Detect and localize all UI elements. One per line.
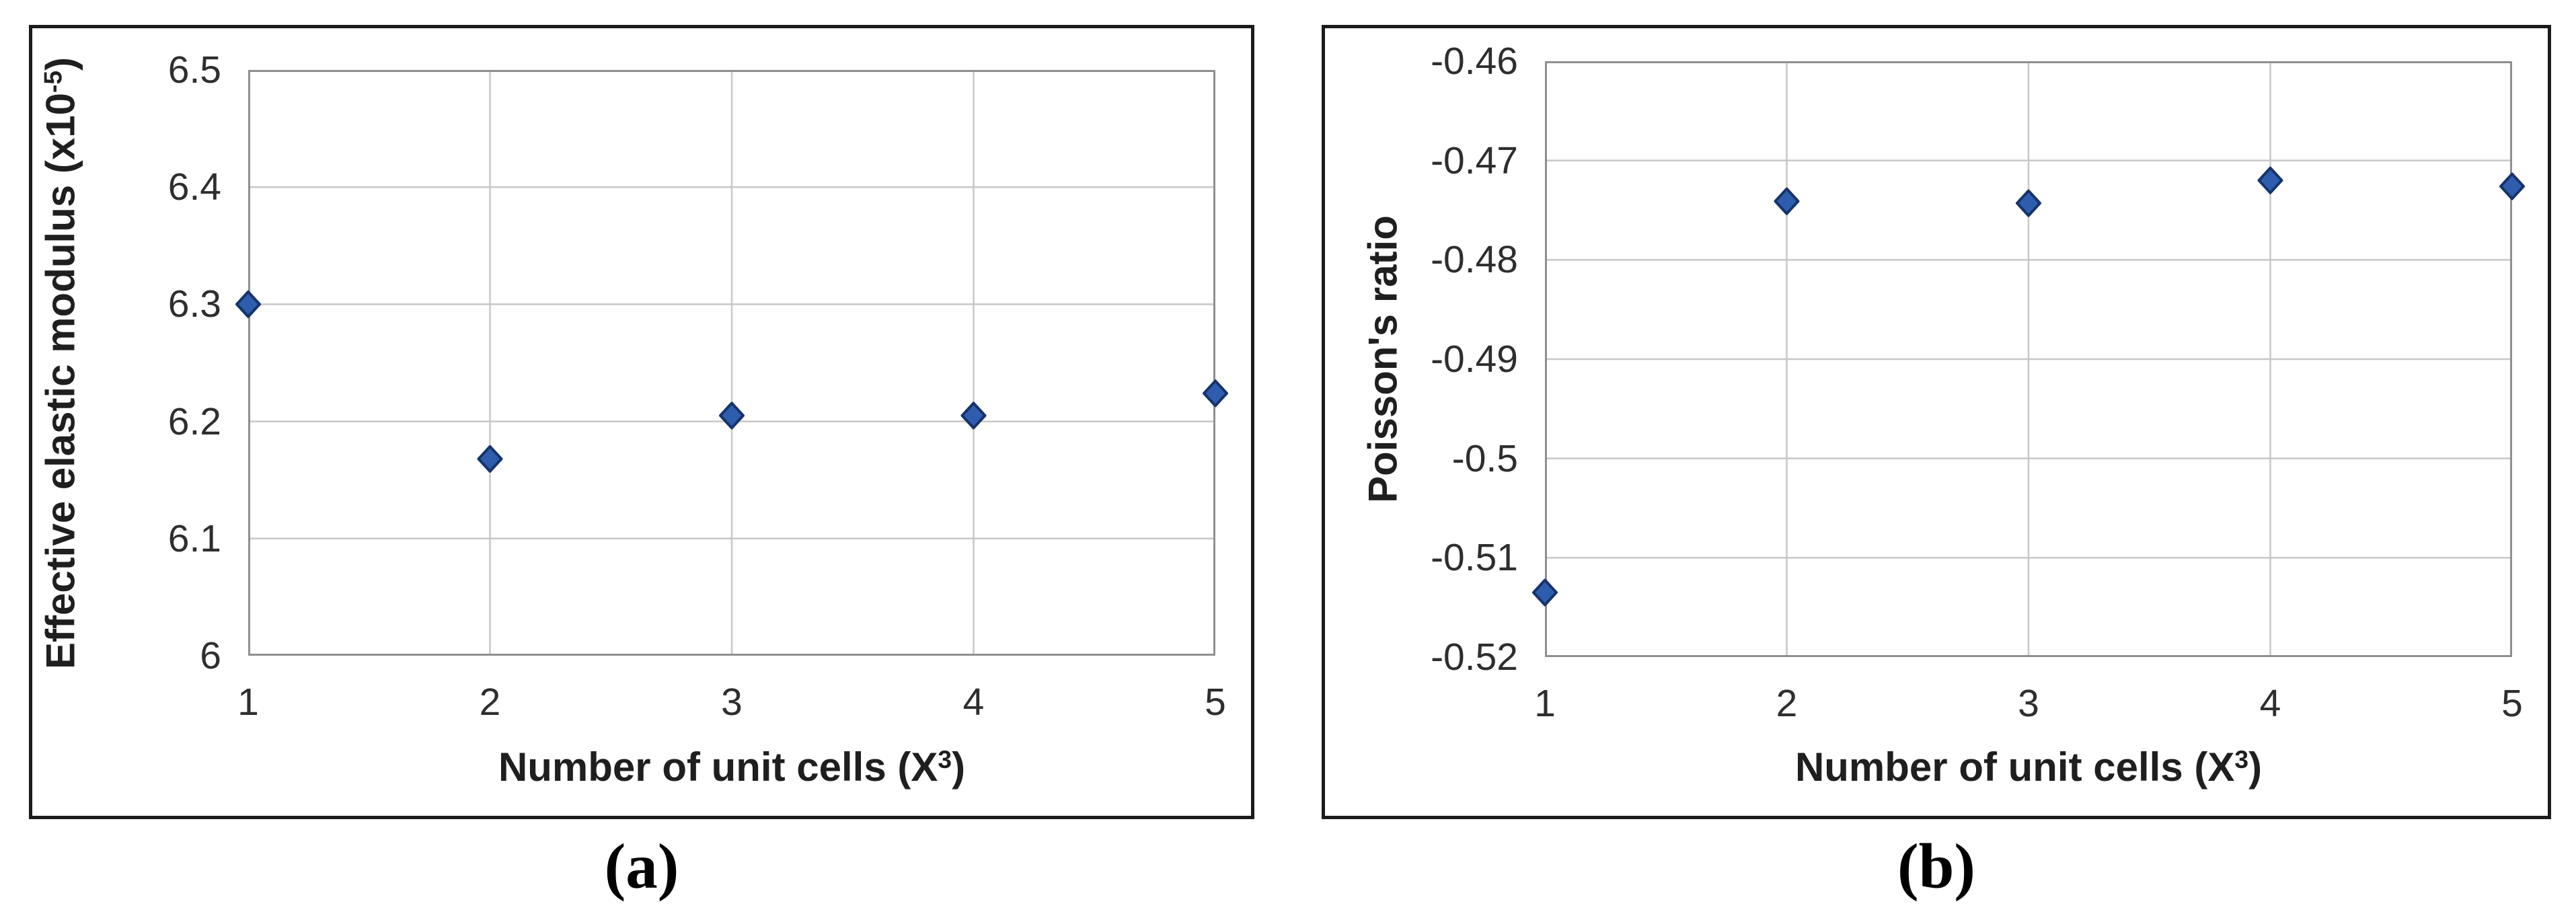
- chart-canvas: [235, 70, 1228, 656]
- x-axis-title-close-paren: ): [952, 745, 966, 790]
- x-axis-title-close-paren: ): [2248, 745, 2263, 790]
- plot-area: [235, 70, 1228, 656]
- data-point-marker: [1532, 578, 1558, 607]
- subfigure-caption-b: (b): [1897, 831, 1976, 902]
- x-tick-label: 5: [2501, 682, 2523, 725]
- data-point-marker: [1774, 187, 1800, 215]
- x-tick-label: 3: [721, 681, 743, 724]
- data-point-marker: [1203, 379, 1228, 408]
- x-tick-label: 4: [2259, 682, 2281, 725]
- y-tick-label: -0.52: [1431, 636, 1518, 679]
- x-tick-label: 2: [1776, 682, 1798, 725]
- data-point-marker: [2499, 172, 2525, 200]
- plot-border: [248, 70, 1215, 656]
- y-tick-label: -0.5: [1451, 436, 1518, 480]
- data-point-marker: [719, 402, 745, 430]
- x-tick-label: 1: [1534, 682, 1556, 725]
- x-axis-title-superscript: 3: [2234, 745, 2249, 774]
- data-point-marker: [2016, 189, 2041, 217]
- x-tick-label: 3: [2018, 682, 2039, 725]
- y-tick-label: -0.46: [1431, 40, 1518, 83]
- panel-b: Poisson's ratio -0.46 -0.47 -0.48 -0.49 -0.5…: [1322, 25, 2551, 819]
- panel-a: Effective elastic modulus (x10-5) 6.5 6.4…: [29, 25, 1254, 819]
- y-axis-title: Effective elastic modulus (x10-5): [38, 57, 87, 669]
- y-tick-label: 6.1: [167, 517, 221, 560]
- x-axis-title: Number of unit cells (X3): [498, 745, 965, 794]
- data-point-marker: [960, 402, 987, 430]
- chart-canvas: [1532, 61, 2525, 657]
- subfigure-caption-a: (a): [604, 831, 679, 902]
- data-point-marker: [235, 290, 261, 318]
- x-tick-label: 1: [237, 681, 259, 724]
- y-tick-label: 6.4: [167, 165, 221, 209]
- y-tick-label: -0.48: [1431, 238, 1518, 282]
- y-tick-label: -0.49: [1431, 338, 1518, 381]
- x-tick-label: 2: [479, 681, 501, 724]
- y-tick-label: 6: [200, 634, 221, 677]
- x-axis-title-superscript: 3: [938, 745, 952, 774]
- y-tick-label: 6.2: [167, 399, 221, 443]
- x-axis-title-text: Number of unit cells (X: [1794, 745, 2235, 790]
- data-point-marker: [477, 445, 503, 473]
- x-tick-label: 5: [1205, 681, 1226, 724]
- plot-border: [1545, 61, 2512, 657]
- plot-area: [1532, 61, 2525, 657]
- x-axis-title-text: Number of unit cells (X: [498, 745, 938, 790]
- data-point-marker: [2257, 166, 2283, 194]
- y-tick-label: 6.3: [167, 282, 221, 326]
- x-axis-title: Number of unit cells (X3): [1795, 745, 2262, 794]
- x-tick-label: 4: [962, 681, 985, 724]
- y-tick-label: 6.5: [167, 48, 221, 91]
- y-tick-label: -0.51: [1431, 536, 1518, 580]
- y-tick-label: -0.47: [1431, 139, 1518, 182]
